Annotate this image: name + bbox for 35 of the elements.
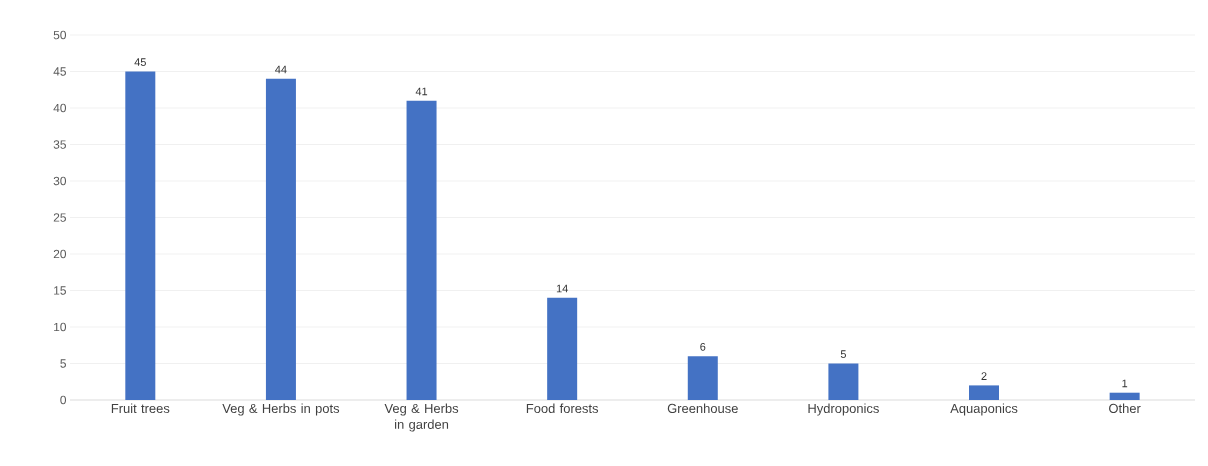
data-label: 14 — [556, 284, 568, 293]
y-tick-label: 20 — [53, 249, 67, 259]
bar — [406, 100, 437, 400]
data-label: 1 — [1122, 379, 1128, 388]
x-tick-label: Greenhouse — [667, 403, 738, 414]
bar — [125, 71, 156, 400]
x-tick-label: Other — [1109, 403, 1141, 414]
data-label: 5 — [840, 350, 846, 358]
y-tick-label: 25 — [53, 213, 66, 222]
data-label: 6 — [700, 342, 706, 351]
y-tick-label: 5 — [60, 359, 66, 368]
bar — [1109, 392, 1140, 400]
bar — [547, 297, 578, 400]
y-tick-label: 50 — [53, 30, 67, 40]
data-label: 45 — [134, 58, 146, 66]
data-label: 41 — [415, 87, 428, 96]
y-tick-label: 45 — [53, 67, 66, 76]
data-label: 44 — [275, 65, 287, 74]
y-tick-label: 30 — [53, 176, 67, 186]
y-tick-label: 40 — [53, 103, 67, 113]
bar — [969, 385, 1000, 400]
x-tick-label: Hydroponics — [808, 403, 879, 416]
data-label: 2 — [981, 372, 987, 380]
x-tick-label: Aquaponics — [950, 403, 1018, 416]
y-tick-label: 10 — [54, 322, 67, 332]
bar — [828, 363, 859, 400]
y-tick-label: 0 — [60, 395, 67, 405]
y-tick-label: 15 — [54, 286, 66, 295]
x-tick-label: Veg & Herbs in garden — [384, 403, 459, 432]
x-tick-label: Veg & Herbs in pots — [222, 403, 340, 416]
y-tick-label: 35 — [53, 140, 66, 149]
bar — [265, 78, 296, 400]
x-tick-label: Fruit trees — [111, 403, 170, 414]
bar — [687, 356, 718, 400]
x-tick-label: Food forests — [526, 403, 599, 414]
